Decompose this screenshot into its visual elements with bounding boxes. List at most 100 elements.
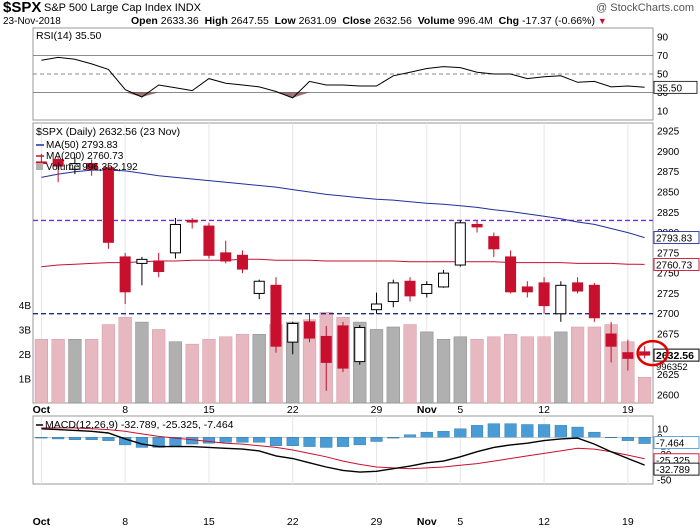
macd-histogram-bar bbox=[68, 437, 81, 440]
candle-body bbox=[236, 254, 248, 270]
candlestick bbox=[454, 220, 466, 267]
volume-bar bbox=[537, 336, 551, 404]
candle-body bbox=[488, 236, 500, 250]
candlestick bbox=[253, 279, 265, 300]
candlestick bbox=[203, 222, 215, 259]
macd-last-value: -25.325 bbox=[656, 456, 690, 467]
macd-histogram-bar bbox=[571, 426, 584, 438]
date-label: 23-Nov-2018 bbox=[3, 16, 61, 27]
high-value: 2647.55 bbox=[230, 15, 269, 27]
macd-histogram-bar bbox=[236, 437, 249, 443]
open-value: 2633.36 bbox=[160, 15, 199, 27]
macd-histogram-bar bbox=[35, 437, 48, 439]
macd-histogram-bar bbox=[303, 437, 316, 447]
volume-tick-label: 2B bbox=[19, 350, 32, 361]
macd-last-value: -32.789 bbox=[656, 465, 690, 476]
macd-histogram-bar bbox=[52, 437, 65, 440]
candle-body bbox=[303, 321, 316, 339]
x-axis-label: Nov bbox=[417, 516, 437, 528]
x-axis-label: Oct bbox=[33, 404, 51, 416]
macd-histogram-bar bbox=[437, 431, 450, 438]
volume-bar bbox=[453, 336, 467, 404]
candlestick bbox=[421, 281, 433, 298]
candle-body bbox=[136, 258, 148, 264]
candlestick bbox=[588, 282, 600, 322]
candlestick bbox=[236, 250, 248, 274]
macd-line bbox=[41, 428, 645, 473]
highlight-circle bbox=[636, 339, 669, 367]
price-tick-label: 2925 bbox=[657, 127, 680, 138]
macd-histogram-bar bbox=[621, 437, 634, 441]
candlestick bbox=[572, 277, 584, 294]
volume-bar bbox=[420, 331, 434, 404]
macd-histogram-bar bbox=[420, 431, 433, 438]
volume-last-value: 996352 bbox=[656, 362, 688, 373]
ma50-last-value-box bbox=[653, 231, 700, 245]
candlestick bbox=[404, 277, 416, 302]
macd-histogram-bar bbox=[538, 424, 551, 438]
candle-body bbox=[320, 335, 332, 363]
volume-legend-swatch bbox=[36, 163, 43, 170]
volume-bar bbox=[403, 324, 417, 404]
close-label: Close bbox=[342, 15, 371, 27]
close-value: 2632.56 bbox=[373, 15, 412, 27]
candlestick bbox=[521, 281, 533, 298]
chg-value: -17.37 (-0.66%) bbox=[522, 15, 595, 27]
x-axis-label: Nov bbox=[417, 404, 437, 416]
rsi-tick-label: 10 bbox=[657, 106, 669, 117]
candle-body bbox=[538, 282, 550, 307]
volume-bar bbox=[252, 334, 266, 404]
open-label: Open bbox=[131, 15, 158, 27]
macd-histogram-bar bbox=[521, 424, 534, 438]
rsi-tick-label: 70 bbox=[657, 51, 669, 62]
close-last-value: 2632.56 bbox=[656, 350, 694, 362]
candle-body bbox=[337, 325, 349, 369]
volume-bar bbox=[168, 341, 183, 404]
candle-body bbox=[521, 286, 533, 293]
volume-value: 996.4M bbox=[457, 15, 493, 27]
volume-bar bbox=[51, 338, 65, 404]
volume-bar bbox=[570, 326, 585, 404]
x-axis-label: Oct bbox=[33, 516, 51, 528]
x-axis: Oct 8 15 22 29 Nov 5 12 19 Oct 8 15 22 29 Nov 5 12 19 bbox=[33, 404, 634, 528]
symbol-title: $SPX bbox=[3, 0, 42, 16]
volume-bar bbox=[386, 326, 400, 404]
candlestick bbox=[69, 157, 81, 175]
macd-tick-label: -50 bbox=[657, 475, 672, 486]
candle-body bbox=[270, 284, 282, 347]
volume-bar bbox=[503, 334, 518, 404]
candle-body bbox=[287, 322, 299, 343]
price-tick-label: 2775 bbox=[657, 248, 680, 259]
price-tick-label: 2675 bbox=[657, 330, 680, 341]
volume-bar bbox=[118, 316, 132, 404]
low-label: Low bbox=[274, 15, 296, 27]
candlestick bbox=[320, 325, 332, 391]
candlestick bbox=[153, 252, 165, 278]
volume-bar bbox=[520, 336, 534, 404]
candle-body bbox=[505, 256, 517, 293]
chart-header: $SPX S&P 500 Large Cap Index INDX @ Stoc… bbox=[0, 0, 700, 30]
candlestick bbox=[220, 240, 232, 264]
x-axis-label: 19 bbox=[622, 516, 634, 528]
candlestick bbox=[471, 220, 483, 233]
candle-body bbox=[153, 260, 165, 273]
macd-last-value: -7.464 bbox=[656, 439, 685, 450]
candlestick bbox=[119, 252, 131, 304]
candlestick bbox=[52, 157, 64, 183]
macd-histogram-bar bbox=[454, 428, 467, 438]
candlestick bbox=[370, 292, 383, 314]
macd-histogram-bar bbox=[403, 434, 417, 438]
x-axis-label: 15 bbox=[203, 516, 215, 528]
candle-body bbox=[421, 284, 433, 294]
x-axis-label: 29 bbox=[371, 516, 383, 528]
macd-histogram-bar bbox=[370, 437, 383, 442]
candle-body bbox=[572, 282, 584, 292]
macd-histogram-bar bbox=[605, 437, 618, 438]
candle-body bbox=[370, 303, 383, 311]
candlestick bbox=[438, 269, 450, 288]
candlestick bbox=[86, 159, 98, 176]
candle-body bbox=[354, 327, 366, 363]
x-axis-label: 22 bbox=[287, 516, 299, 528]
